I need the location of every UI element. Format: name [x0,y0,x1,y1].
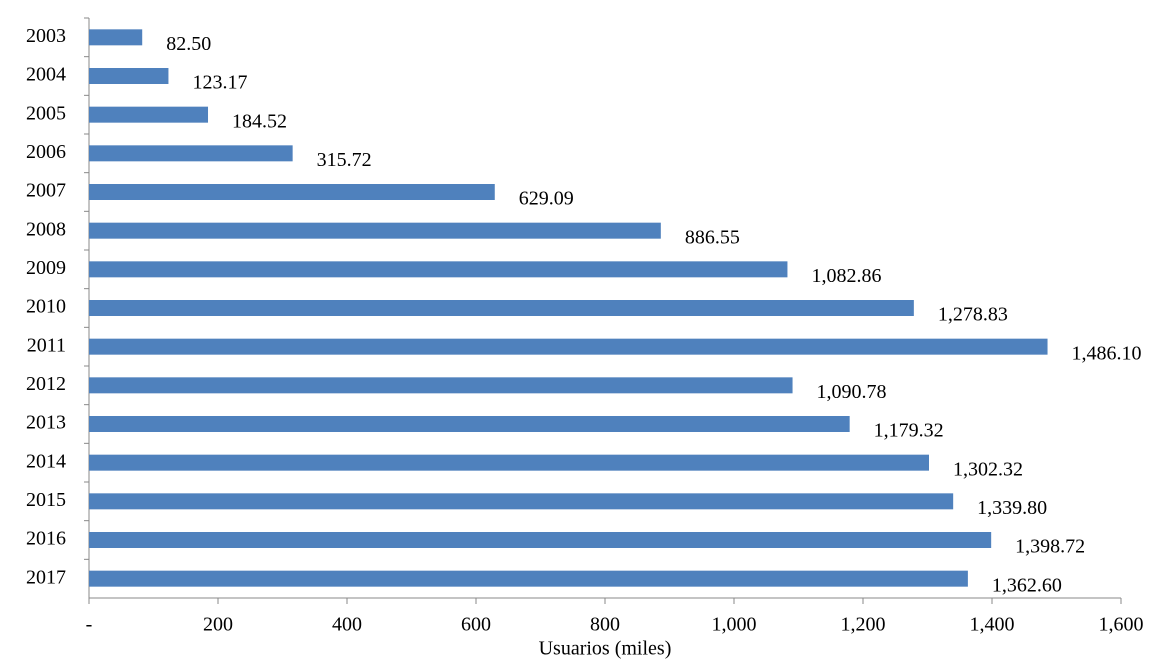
value-label: 1,082.86 [811,265,881,287]
bar [89,416,850,432]
value-label: 82.50 [166,33,211,55]
y-tick-label: 2004 [26,64,66,86]
x-tick-label: 1,200 [841,614,886,636]
bar [89,145,293,162]
y-tick-label: 2006 [26,141,66,163]
value-label: 1,486.10 [1072,342,1142,364]
bar [89,29,143,46]
y-tick-label: 2005 [26,102,66,124]
y-tick-label: 2016 [26,528,66,550]
y-tick-label: 2015 [26,489,66,511]
y-tick-label: 2012 [26,373,66,395]
y-tick-label: 2008 [26,218,66,240]
value-label: 1,302.32 [953,458,1023,480]
bar [89,532,992,548]
x-tick-label: 1,600 [1099,614,1144,636]
bar [89,300,914,316]
bar [89,338,1048,355]
bar [89,222,661,239]
y-tick-label: 2010 [26,296,66,318]
value-label: 1,179.32 [874,420,944,442]
bar [89,106,209,123]
bar [89,570,968,587]
bar [89,68,169,84]
value-label: 315.72 [317,149,372,171]
y-tick-label: 2014 [26,450,66,472]
x-tick-label: 200 [203,614,233,636]
value-label: 1,278.83 [938,304,1008,326]
x-tick-label: 800 [590,614,620,636]
x-tick-label: - [86,614,93,636]
x-tick-label: 1,000 [712,614,757,636]
bar [89,493,954,510]
y-tick-label: 2013 [26,412,66,434]
value-label: 1,362.60 [992,574,1062,596]
value-label: 184.52 [232,110,287,132]
bar [89,377,793,394]
value-label: 1,398.72 [1015,536,1085,558]
value-label: 629.09 [519,188,574,210]
bar [89,261,788,278]
x-axis-title: Usuarios (miles) [539,638,672,660]
y-tick-label: 2007 [26,180,66,202]
x-tick-label: 600 [461,614,491,636]
value-label: 123.17 [192,72,247,94]
y-tick-label: 2003 [26,25,66,47]
bar [89,454,929,471]
y-tick-label: 2009 [26,257,66,279]
y-tick-label: 2017 [26,566,66,588]
bar [89,184,495,200]
x-tick-label: 400 [332,614,362,636]
y-tick-label: 2011 [27,334,66,356]
value-label: 1,090.78 [817,381,887,403]
value-label: 1,339.80 [977,497,1047,519]
x-tick-label: 1,400 [970,614,1015,636]
value-label: 886.55 [685,226,740,248]
